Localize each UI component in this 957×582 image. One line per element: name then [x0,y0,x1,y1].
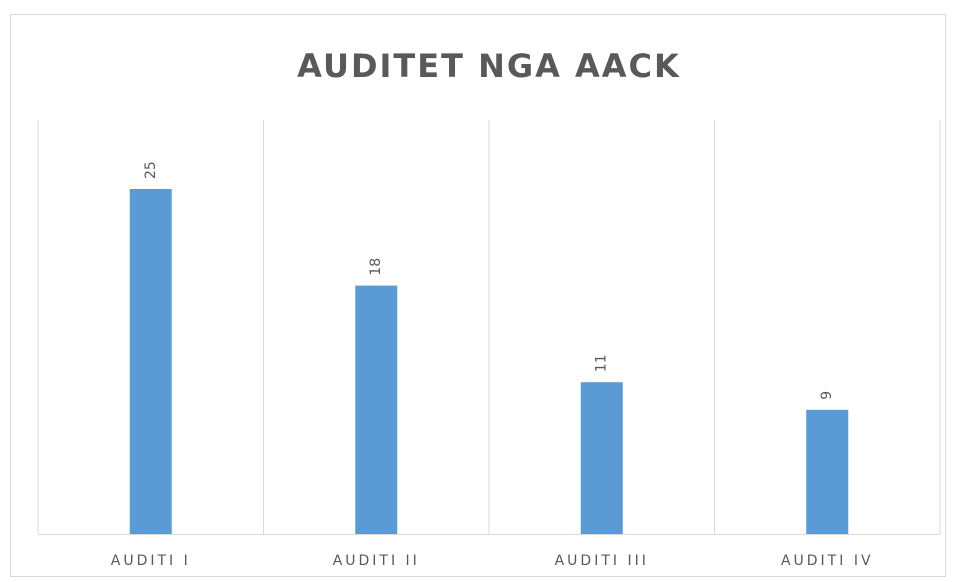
bar [129,189,172,534]
chart-title: AUDITET NGA AACK [297,47,681,85]
x-tick-label: AUDITI IV [781,553,874,569]
bar [355,285,398,534]
data-label: 9 [819,391,835,400]
bar [580,382,623,534]
bar [806,409,849,534]
data-label: 18 [368,258,384,276]
data-label: 25 [143,161,159,179]
x-tick-label: AUDITI III [555,553,649,569]
data-label: 11 [594,354,610,372]
x-tick-label: AUDITI I [111,553,191,569]
x-tick-label: AUDITI II [333,553,420,569]
